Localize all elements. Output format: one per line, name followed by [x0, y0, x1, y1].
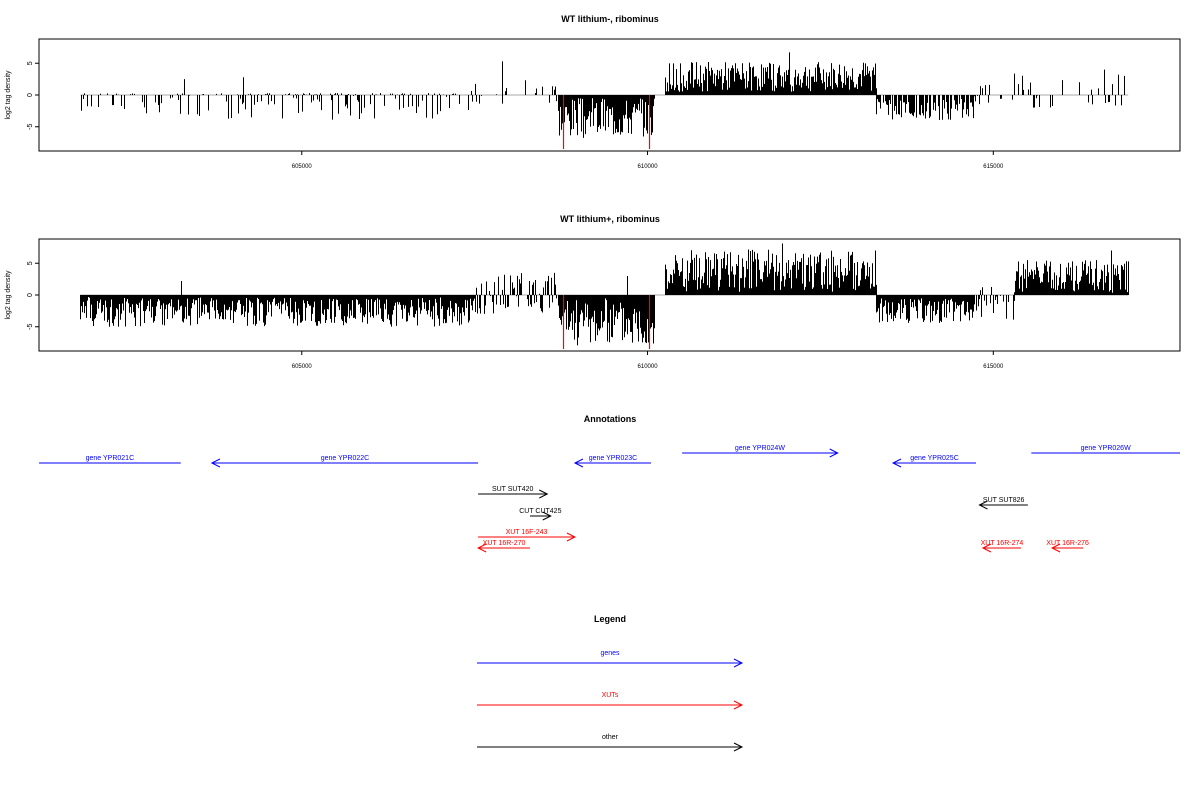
- feature-label: XUT 16R-276: [1046, 540, 1089, 547]
- feature-label: XUT 16R-274: [981, 540, 1024, 547]
- x-tick-label: 610000: [638, 164, 659, 170]
- legend-label: genes: [600, 650, 620, 657]
- legend-entry: other: [477, 734, 744, 752]
- density-bars: [80, 243, 1129, 349]
- y-tick-label: -5: [27, 324, 34, 330]
- arrowhead-left-icon: [1050, 543, 1061, 553]
- feature: XUT 16F-243: [478, 529, 577, 542]
- y-axis-label: log2 tag density: [5, 70, 12, 120]
- legend-entry: genes: [477, 650, 744, 668]
- y-axis: -5 0 5: [27, 261, 39, 330]
- feature: gene YPR021C: [39, 455, 181, 464]
- feature: gene YPR023C: [573, 455, 651, 468]
- density-bars: [81, 52, 1125, 149]
- panel-title: WT lithium+, ribominus: [560, 214, 660, 224]
- y-tick-label: 0: [27, 293, 34, 297]
- arrowhead-right-icon: [733, 700, 744, 710]
- feature-label: gene YPR024W: [735, 445, 785, 452]
- arrowhead-right-icon: [829, 448, 839, 458]
- feature: gene YPR025C: [891, 455, 977, 468]
- arrowhead-left-icon: [573, 458, 584, 468]
- feature-label: CUT CUT425: [519, 508, 561, 515]
- arrowhead-right-icon: [733, 742, 744, 752]
- feature: SUT SUT826: [978, 497, 1028, 510]
- legend-title: Legend: [594, 614, 626, 624]
- y-tick-label: 5: [27, 61, 34, 65]
- legend-entry: XUTs: [477, 692, 744, 710]
- x-axis: 605000 610000 615000: [292, 151, 1004, 170]
- feature-label: gene YPR022C: [321, 455, 370, 462]
- y-tick-label: -5: [27, 124, 34, 130]
- feature-label: gene YPR026W: [1081, 445, 1131, 452]
- feature-label: SUT SUT826: [983, 497, 1025, 504]
- y-tick-label: 0: [27, 93, 34, 97]
- feature: XUT 16R-274: [981, 540, 1024, 553]
- arrowhead-left-icon: [981, 543, 992, 553]
- x-tick-label: 615000: [983, 164, 1004, 170]
- legend-label: other: [602, 734, 619, 741]
- track-panel-lithium-minus: WT lithium-, ribominus 605000 610000 615…: [5, 14, 1181, 170]
- annotation-track: Annotations gene YPR021C gene YPR022C gene…: [39, 414, 1180, 553]
- arrowhead-right-icon: [539, 489, 549, 499]
- x-tick-label: 610000: [638, 364, 659, 370]
- x-tick-label: 605000: [292, 364, 313, 370]
- feature: SUT SUT420: [478, 486, 549, 499]
- arrowhead-left-icon: [978, 500, 988, 510]
- legend-entries: genes XUTs other: [477, 650, 744, 752]
- legend-label: XUTs: [602, 692, 619, 699]
- x-axis: 605000 610000 615000: [292, 351, 1004, 370]
- arrowhead-right-icon: [566, 532, 577, 542]
- feature-label: SUT SUT420: [492, 486, 534, 493]
- arrowhead-left-icon: [891, 458, 902, 468]
- track-panel-lithium-plus: WT lithium+, ribominus 605000 610000 615…: [5, 214, 1181, 370]
- feature: XUT 16R-270: [476, 540, 530, 553]
- feature-label: XUT 16R-270: [483, 540, 526, 547]
- feature-label: gene YPR025C: [910, 455, 959, 462]
- legend: Legend genes XUTs other: [477, 614, 744, 752]
- feature-label: gene YPR021C: [86, 455, 135, 462]
- y-axis: -5 0 5: [27, 61, 39, 130]
- feature: CUT CUT425: [519, 508, 562, 521]
- arrowhead-right-icon: [733, 658, 744, 668]
- arrowhead-right-icon: [542, 511, 552, 521]
- x-tick-label: 605000: [292, 164, 313, 170]
- feature-list: gene YPR021C gene YPR022C gene YPR023C gene…: [39, 445, 1180, 553]
- feature-label: gene YPR023C: [589, 455, 638, 462]
- feature: gene YPR022C: [210, 455, 479, 468]
- feature: XUT 16R-276: [1046, 540, 1089, 553]
- arrowhead-left-icon: [210, 458, 221, 468]
- arrowhead-left-icon: [476, 543, 487, 553]
- feature: gene YPR024W: [682, 445, 839, 458]
- x-tick-label: 615000: [983, 364, 1004, 370]
- feature: gene YPR026W: [1031, 445, 1180, 454]
- y-axis-label: log2 tag density: [5, 270, 12, 320]
- y-tick-label: 5: [27, 261, 34, 265]
- panel-title: WT lithium-, ribominus: [561, 14, 659, 24]
- feature-label: XUT 16F-243: [506, 529, 548, 536]
- annotations-title: Annotations: [584, 414, 637, 424]
